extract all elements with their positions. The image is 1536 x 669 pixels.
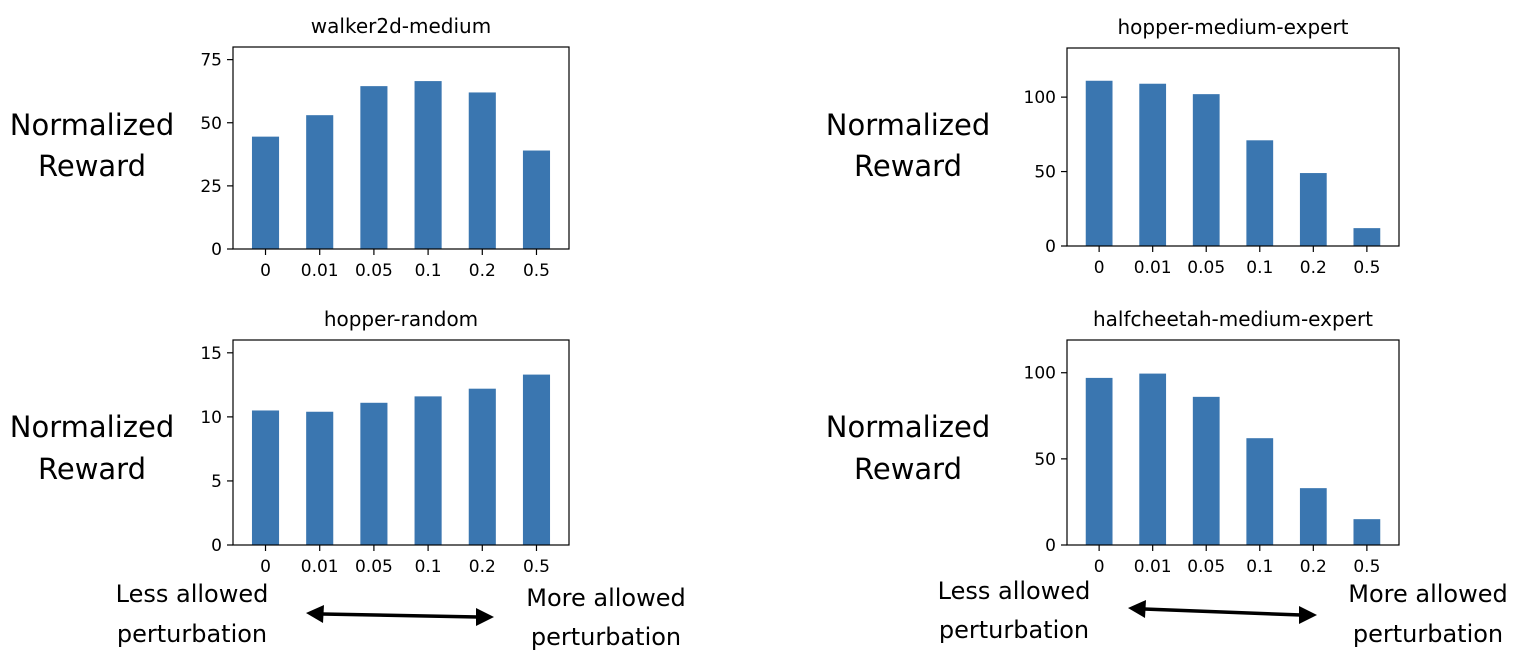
bar <box>414 396 442 545</box>
y-axis-title-line-1: Normalized <box>826 410 990 444</box>
bar <box>306 411 334 545</box>
x-tick-label: 0.5 <box>1353 557 1380 577</box>
bar <box>1139 373 1167 545</box>
bar <box>306 115 334 249</box>
bar <box>522 150 551 249</box>
x-tick-label: 0.5 <box>1353 258 1380 278</box>
x-tick-label: 0.2 <box>1300 258 1327 278</box>
x-tick-label: 0 <box>1094 258 1105 278</box>
x-tick-label: 0.01 <box>301 557 339 577</box>
bar-chart-3: hopper-random 0 0.01 0.05 0.1 0.2 0.5 0 5 10 15 <box>200 307 570 577</box>
bar <box>360 402 388 545</box>
y-axis-title-line-1: Normalized <box>10 108 174 142</box>
plot-frame <box>232 46 570 250</box>
plot-frame <box>1066 47 1400 247</box>
bar <box>1192 94 1220 246</box>
more-perturbation-line-1: More allowed <box>526 584 685 612</box>
chart-title: walker2d-medium <box>311 14 491 38</box>
less-perturbation-line-1: Less allowed <box>116 580 269 608</box>
y-axis-title-line-1: Normalized <box>826 108 990 142</box>
y-tick-label: 50 <box>200 114 222 134</box>
y-tick-label: 0 <box>1045 536 1056 556</box>
x-tick-label: 0 <box>260 261 271 281</box>
bar <box>251 410 280 545</box>
bar <box>468 388 496 545</box>
chart-title: hopper-random <box>324 307 478 331</box>
x-tick-label: 0.01 <box>1134 258 1172 278</box>
y-tick-label: 100 <box>1024 364 1056 384</box>
bar <box>522 374 551 545</box>
x-tick-label: 0.05 <box>1187 258 1225 278</box>
y-axis-title-line-2: Reward <box>38 452 146 486</box>
y-axis-title-line-2: Reward <box>854 452 962 486</box>
x-tick-label: 0.2 <box>1300 557 1327 577</box>
more-perturbation-line-1: More allowed <box>1348 580 1507 608</box>
y-axis-title-line-2: Reward <box>38 149 146 183</box>
less-perturbation-line-2: perturbation <box>117 620 267 648</box>
y-tick-label: 0 <box>211 240 222 260</box>
y-tick-label: 15 <box>200 344 222 364</box>
y-tick-label: 0 <box>211 536 222 556</box>
bar <box>1353 519 1381 545</box>
plot-frame <box>1066 339 1400 546</box>
x-tick-label: 0.05 <box>355 261 393 281</box>
x-tick-label: 0.1 <box>1246 258 1273 278</box>
bar <box>1299 173 1327 246</box>
bar <box>1246 140 1274 246</box>
more-perturbation-line-2: perturbation <box>531 623 681 651</box>
x-tick-label: 0.2 <box>469 557 496 577</box>
x-tick-label: 0.2 <box>469 261 496 281</box>
bar <box>414 81 442 250</box>
plot-frame <box>232 339 570 546</box>
bar <box>1192 396 1220 545</box>
x-tick-label: 0.05 <box>1187 557 1225 577</box>
x-tick-label: 0.05 <box>355 557 393 577</box>
bar <box>1085 377 1113 545</box>
double-arrow-right-panel <box>1128 600 1317 624</box>
bar <box>1299 488 1327 545</box>
bar <box>1246 438 1274 545</box>
x-tick-label: 0.1 <box>1246 557 1273 577</box>
bar <box>360 86 388 249</box>
chart-title: halfcheetah-medium-expert <box>1093 307 1373 331</box>
y-tick-label: 50 <box>1034 163 1056 183</box>
x-tick-label: 0.5 <box>523 557 550 577</box>
bar-chart-4: halfcheetah-medium-expert 0 0.01 0.05 0.1 0.2… <box>1024 307 1400 577</box>
y-tick-label: 5 <box>211 472 222 492</box>
bar <box>1139 83 1167 246</box>
bar-chart-2: hopper-medium-expert 0 0.01 0.05 0.1 0.2 0.5 0 5… <box>1024 15 1400 278</box>
x-tick-label: 0 <box>1094 557 1105 577</box>
less-perturbation-line-1: Less allowed <box>938 577 1091 605</box>
less-perturbation-line-2: perturbation <box>939 616 1089 644</box>
more-perturbation-line-2: perturbation <box>1353 620 1503 648</box>
x-tick-label: 0.1 <box>415 557 442 577</box>
bar <box>468 92 496 249</box>
x-tick-label: 0.01 <box>1134 557 1172 577</box>
x-tick-label: 0.01 <box>301 261 339 281</box>
bar <box>251 136 280 249</box>
y-tick-label: 0 <box>1045 237 1056 257</box>
double-arrow-left-panel <box>306 605 494 626</box>
y-tick-label: 75 <box>200 51 222 71</box>
bar <box>1353 228 1381 246</box>
x-tick-label: 0.5 <box>523 261 550 281</box>
x-tick-label: 0 <box>260 557 271 577</box>
y-axis-title-line-2: Reward <box>854 149 962 183</box>
y-tick-label: 25 <box>200 177 222 197</box>
x-tick-label: 0.1 <box>415 261 442 281</box>
bar <box>1085 80 1113 246</box>
y-tick-label: 10 <box>200 408 222 428</box>
y-tick-label: 100 <box>1024 88 1056 108</box>
chart-title: hopper-medium-expert <box>1117 15 1348 39</box>
y-tick-label: 50 <box>1034 450 1056 470</box>
bar-chart-1: walker2d-medium 0 0.01 0.05 0.1 0.2 0.5 0 25 50 75 <box>200 14 570 281</box>
y-axis-title-line-1: Normalized <box>10 410 174 444</box>
